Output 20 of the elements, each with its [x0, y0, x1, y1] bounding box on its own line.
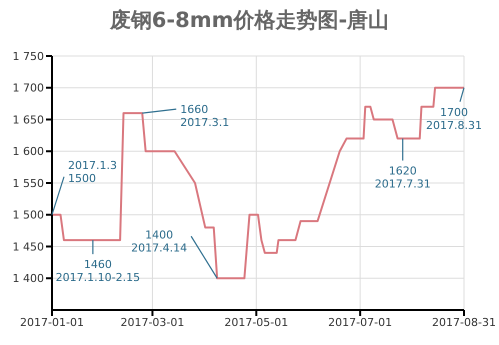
x-tick-label: 2017-08-31 [432, 316, 496, 329]
y-tick-label: 1 650 [12, 113, 44, 126]
chart-title: 废钢6-8mm价格走势图-唐山 [108, 7, 390, 34]
annotation: 1460 2017.1.10-2.15 [56, 258, 140, 284]
x-tick-label: 2017-03-01 [120, 316, 184, 329]
annotation: 1400 2017.4.14 [131, 228, 188, 254]
annotation: 2017.1.3 1500 [68, 158, 117, 185]
x-tick-label: 2017-01-01 [20, 316, 84, 329]
y-tick-label: 1 750 [12, 50, 44, 63]
annotation: 1660 2017.3.1 [180, 103, 230, 130]
y-tick-label: 1 600 [12, 145, 44, 158]
x-tick-label: 2017-07-01 [328, 316, 392, 329]
y-tick-label: 1 550 [12, 176, 44, 190]
x-tick-label: 2017-05-01 [224, 316, 288, 329]
annotation: 1620 2017.7.31 [374, 164, 431, 191]
y-tick-label: 1 700 [12, 82, 44, 95]
y-tick-label: 1 500 [12, 208, 44, 222]
annotation: 1700 2017.8.31 [426, 106, 482, 132]
y-tick-label: 1 400 [12, 272, 44, 286]
y-tick-label: 1 450 [12, 240, 44, 254]
